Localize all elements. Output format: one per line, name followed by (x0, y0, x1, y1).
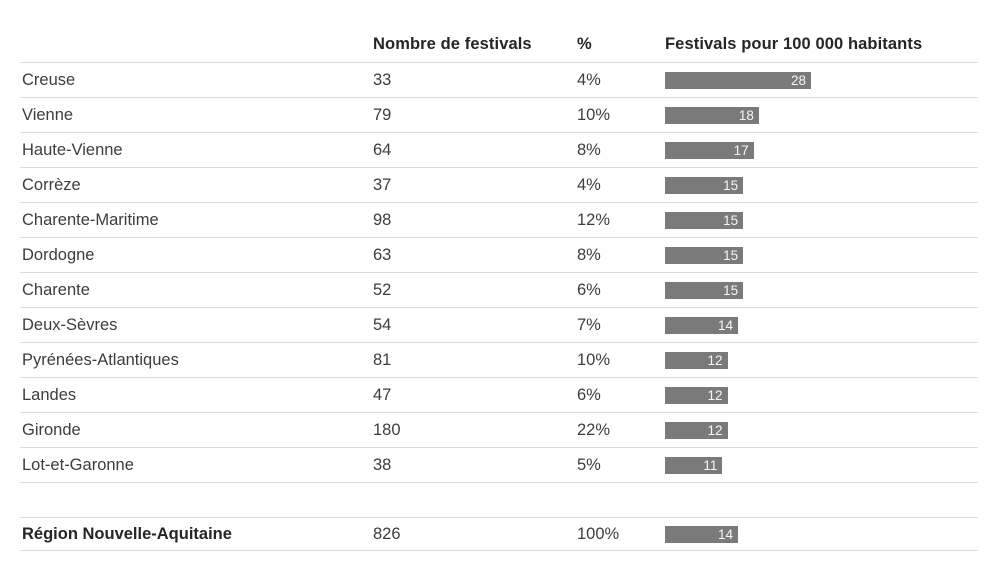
column-header-per-100k: Festivals pour 100 000 habitants (665, 35, 923, 53)
row-percent: 10% (577, 350, 611, 369)
row-bar-cell: 14 (665, 316, 978, 334)
bar-value-label: 11 (703, 457, 718, 473)
bar-value-label: 14 (717, 526, 733, 542)
row-bar-cell: 18 (665, 106, 978, 124)
per-100k-bar: 28 (665, 71, 811, 89)
row-percent: 8% (577, 245, 601, 264)
row-department-name: Lot-et-Garonne (22, 455, 134, 474)
per-100k-bar: 15 (665, 281, 744, 299)
row-count: 98 (373, 210, 392, 229)
bar-value-label: 14 (717, 317, 733, 333)
row-count: 47 (373, 385, 392, 404)
row-bar-cell: 15 (665, 176, 978, 194)
row-department-name: Deux-Sèvres (22, 315, 118, 334)
row-percent: 6% (577, 280, 601, 299)
table-row: Creuse 33 4% 28 (20, 63, 978, 98)
row-bar-cell: 15 (665, 211, 978, 229)
bar-value-label: 28 (790, 72, 806, 88)
row-bar-cell: 17 (665, 141, 978, 159)
bar-value-label: 18 (738, 107, 754, 123)
row-bar-cell: 28 (665, 71, 978, 89)
row-count: 63 (373, 245, 392, 264)
table-body: Creuse 33 4% 28 Vienne 79 10% 18 Haute-Vienne 64 8… (20, 63, 978, 483)
row-department-name: Haute-Vienne (22, 140, 123, 159)
table-row: Corrèze 37 4% 15 (20, 168, 978, 203)
row-percent: 10% (577, 105, 611, 124)
bar-value-label: 12 (707, 422, 723, 438)
per-100k-bar: 11 (665, 456, 723, 474)
row-department-name: Charente (22, 280, 90, 299)
per-100k-bar: 12 (665, 421, 728, 439)
row-percent: 22% (577, 420, 611, 439)
per-100k-bar: 15 (665, 246, 744, 264)
row-count: 81 (373, 350, 392, 369)
row-percent: 6% (577, 385, 601, 404)
row-department-name: Creuse (22, 70, 76, 89)
per-100k-bar: 14 (665, 525, 738, 543)
total-row-percent: 100% (577, 524, 620, 543)
row-count: 52 (373, 280, 392, 299)
bar-value-label: 15 (723, 247, 739, 263)
total-row-bar-cell: 14 (665, 525, 978, 543)
per-100k-bar: 14 (665, 316, 738, 334)
total-row-name: Région Nouvelle-Aquitaine (22, 524, 232, 543)
row-department-name: Vienne (22, 105, 74, 124)
table-row: Lot-et-Garonne 38 5% 11 (20, 448, 978, 483)
row-department-name: Charente-Maritime (22, 210, 159, 229)
table-row: Deux-Sèvres 54 7% 14 (20, 308, 978, 343)
row-department-name: Dordogne (22, 245, 95, 264)
row-count: 79 (373, 105, 392, 124)
table-row: Landes 47 6% 12 (20, 378, 978, 413)
row-percent: 7% (577, 315, 601, 334)
row-bar-cell: 12 (665, 421, 978, 439)
per-100k-bar: 17 (665, 141, 754, 159)
per-100k-bar: 12 (665, 351, 728, 369)
row-bar-cell: 12 (665, 351, 978, 369)
row-department-name: Landes (22, 385, 77, 404)
table-row: Charente-Maritime 98 12% 15 (20, 203, 978, 238)
row-department-name: Corrèze (22, 175, 81, 194)
row-count: 33 (373, 70, 392, 89)
per-100k-bar: 12 (665, 386, 728, 404)
row-bar-cell: 12 (665, 386, 978, 404)
table-header-row: Nombre de festivals % Festivals pour 100… (20, 0, 978, 63)
table-spacer (20, 483, 978, 517)
row-bar-cell: 11 (665, 456, 978, 474)
table-row: Dordogne 63 8% 15 (20, 238, 978, 273)
table-row: Haute-Vienne 64 8% 17 (20, 133, 978, 168)
table-row: Vienne 79 10% 18 (20, 98, 978, 133)
row-department-name: Gironde (22, 420, 81, 439)
row-percent: 12% (577, 210, 611, 229)
row-count: 54 (373, 315, 392, 334)
column-header-count: Nombre de festivals (373, 35, 532, 53)
row-count: 180 (373, 420, 401, 439)
bar-value-label: 17 (733, 142, 749, 158)
row-bar-cell: 15 (665, 281, 978, 299)
festivals-table: Nombre de festivals % Festivals pour 100… (20, 0, 978, 551)
per-100k-bar: 18 (665, 106, 759, 124)
row-percent: 4% (577, 70, 601, 89)
bar-value-label: 12 (707, 387, 723, 403)
table-row: Pyrénées-Atlantiques 81 10% 12 (20, 343, 978, 378)
bar-value-label: 15 (723, 212, 739, 228)
column-header-percent: % (577, 35, 592, 53)
table-row: Gironde 180 22% 12 (20, 413, 978, 448)
per-100k-bar: 15 (665, 176, 744, 194)
row-percent: 8% (577, 140, 601, 159)
row-count: 37 (373, 175, 392, 194)
bar-value-label: 12 (707, 352, 723, 368)
bar-value-label: 15 (723, 177, 739, 193)
row-percent: 4% (577, 175, 601, 194)
total-row-count: 826 (373, 524, 401, 543)
row-count: 38 (373, 455, 392, 474)
table-total-row: Région Nouvelle-Aquitaine 826 100% 14 (20, 517, 978, 551)
table-row: Charente 52 6% 15 (20, 273, 978, 308)
row-count: 64 (373, 140, 392, 159)
per-100k-bar: 15 (665, 211, 744, 229)
row-bar-cell: 15 (665, 246, 978, 264)
row-department-name: Pyrénées-Atlantiques (22, 350, 179, 369)
bar-value-label: 15 (723, 282, 739, 298)
row-percent: 5% (577, 455, 601, 474)
